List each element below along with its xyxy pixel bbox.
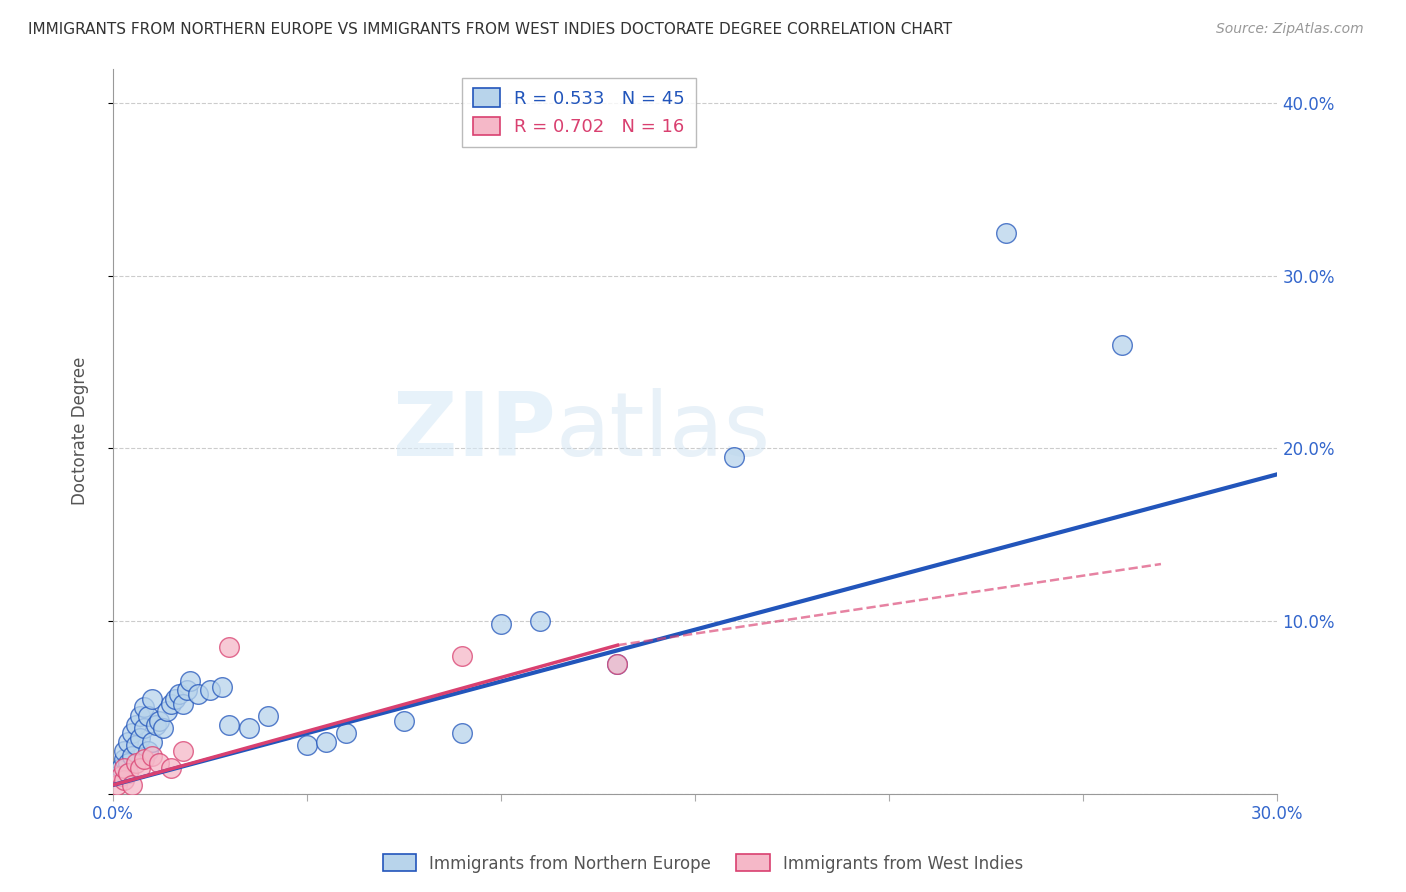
Point (187, 687, 209, 701)
Point (172, 697, 194, 711)
Point (114, 752, 136, 766)
Point (129, 731, 152, 746)
Text: atlas: atlas (555, 388, 770, 475)
Point (172, 743, 194, 757)
Point (129, 709, 152, 723)
Text: ZIP: ZIP (392, 388, 555, 475)
Point (335, 726, 357, 740)
Point (218, 640, 240, 654)
Point (114, 761, 136, 775)
Point (156, 704, 179, 718)
Point (114, 772, 136, 787)
Y-axis label: Doctorate Degree: Doctorate Degree (72, 357, 89, 505)
Point (489, 617, 512, 632)
Text: Source: ZipAtlas.com: Source: ZipAtlas.com (1216, 22, 1364, 37)
Point (125, 756, 148, 770)
Point (238, 721, 260, 735)
Point (160, 761, 183, 775)
Point (994, 226, 1017, 240)
Point (148, 756, 170, 770)
Point (218, 717, 240, 731)
Point (606, 657, 628, 672)
Point (723, 450, 745, 464)
Point (121, 748, 143, 763)
Point (117, 756, 139, 770)
Legend: R = 0.533   N = 45, R = 0.702   N = 16: R = 0.533 N = 45, R = 0.702 N = 16 (461, 78, 696, 147)
Point (129, 761, 152, 775)
Point (105, 778, 128, 792)
Point (529, 614, 551, 628)
Point (392, 714, 415, 728)
Point (179, 674, 201, 689)
Point (141, 748, 163, 763)
Point (121, 726, 143, 740)
Point (132, 721, 155, 735)
Legend: Immigrants from Northern Europe, Immigrants from West Indies: Immigrants from Northern Europe, Immigra… (375, 847, 1031, 880)
Point (257, 709, 280, 723)
Point (136, 743, 159, 757)
Point (451, 648, 474, 663)
Point (141, 735, 163, 749)
Point (125, 739, 148, 753)
Point (1111, 338, 1133, 352)
Point (136, 709, 159, 723)
Text: IMMIGRANTS FROM NORTHERN EUROPE VS IMMIGRANTS FROM WEST INDIES DOCTORATE DEGREE : IMMIGRANTS FROM NORTHERN EUROPE VS IMMIG… (28, 22, 952, 37)
Point (198, 683, 221, 698)
Point (125, 717, 148, 731)
Point (167, 687, 190, 701)
Point (121, 778, 143, 792)
Point (606, 657, 628, 672)
Point (315, 735, 337, 749)
Point (110, 769, 132, 783)
Point (148, 714, 170, 728)
Point (114, 743, 136, 757)
Point (141, 691, 163, 706)
Point (117, 766, 139, 780)
Point (110, 761, 132, 775)
Point (211, 680, 233, 694)
Point (152, 721, 174, 735)
Point (105, 769, 128, 783)
Point (160, 697, 183, 711)
Point (117, 735, 139, 749)
Point (132, 700, 155, 714)
Point (163, 691, 186, 706)
Point (176, 683, 198, 698)
Point (451, 726, 474, 740)
Point (132, 752, 155, 766)
Point (145, 717, 167, 731)
Point (295, 739, 318, 753)
